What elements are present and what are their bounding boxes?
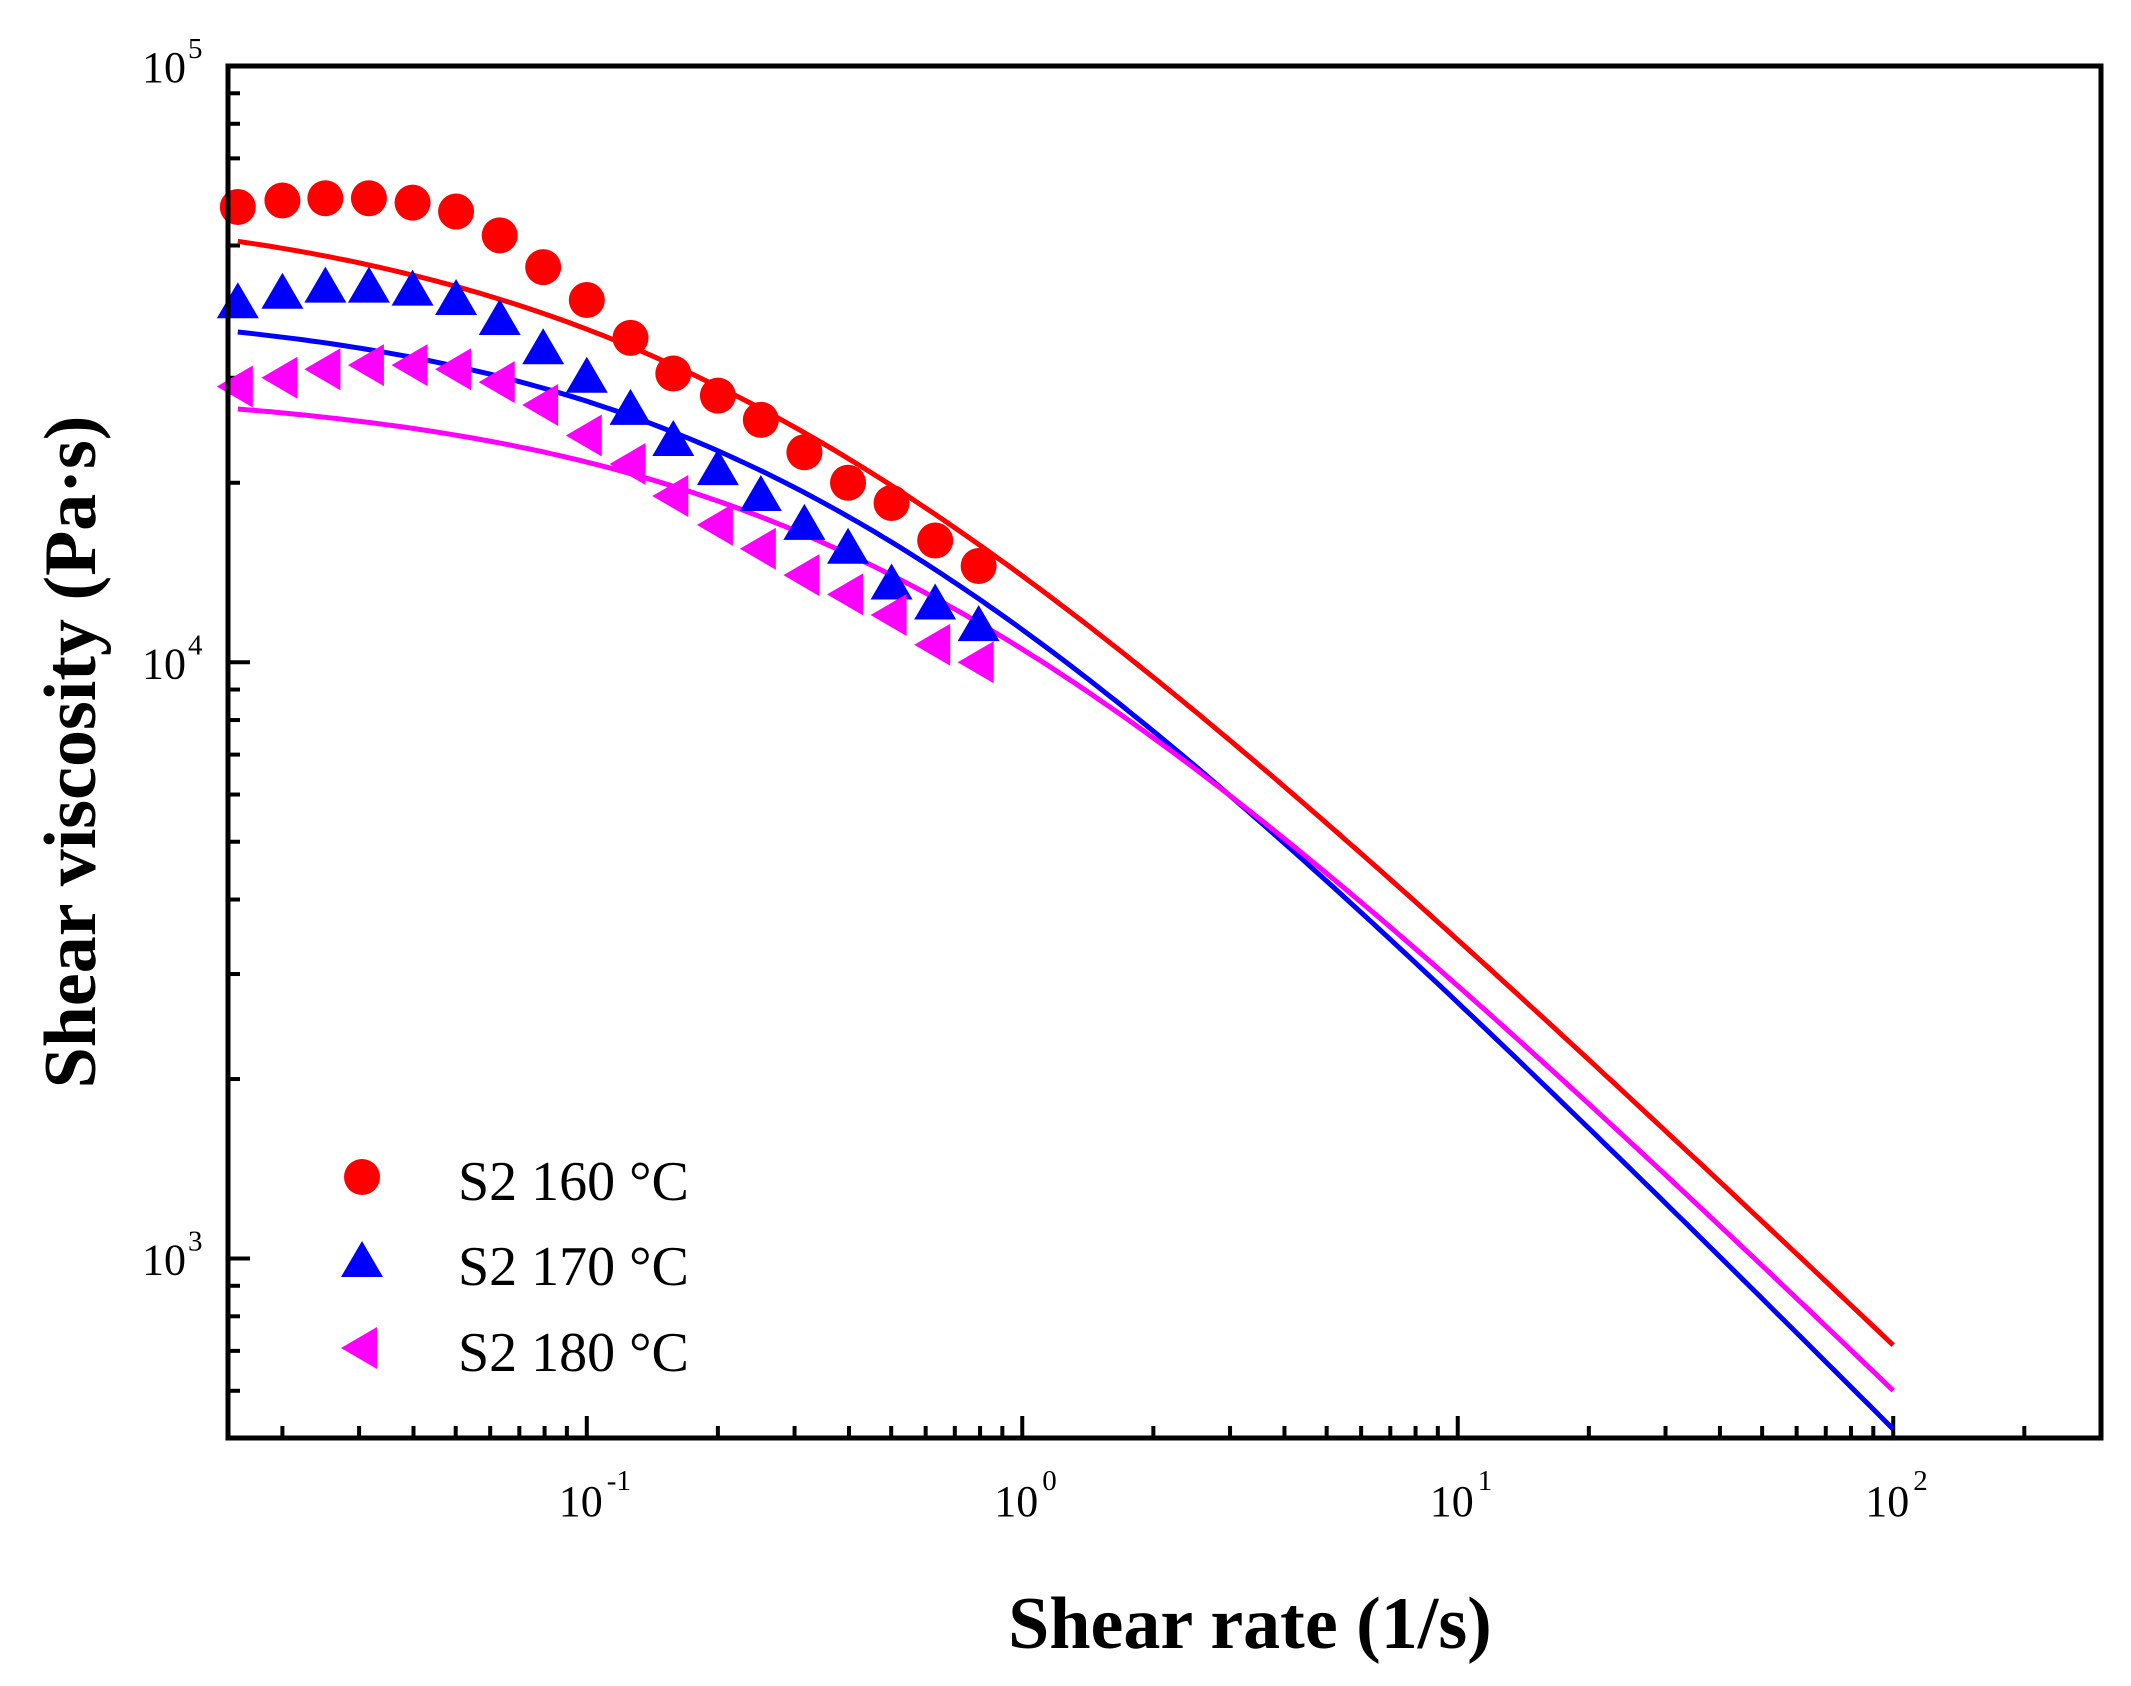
data-point-1 (347, 266, 390, 303)
data-point-1 (957, 605, 1000, 642)
data-point-0 (917, 522, 954, 559)
data-point-1 (478, 298, 521, 335)
data-point-0 (873, 484, 910, 521)
data-point-0 (655, 355, 692, 392)
data-point-2 (478, 361, 515, 404)
y-tick-label: 10 (142, 43, 186, 92)
legend-marker-s2-180 (341, 1327, 377, 1369)
data-point-2 (261, 356, 298, 399)
data-point-1 (652, 420, 695, 457)
data-point-2 (565, 414, 602, 457)
data-point-2 (216, 365, 253, 408)
data-point-0 (830, 464, 867, 501)
y-tick-exponent: 3 (188, 1226, 203, 1258)
data-point-1 (827, 527, 870, 564)
x-tick-label: 10 (994, 1477, 1038, 1526)
data-point-0 (525, 249, 562, 286)
legend-label-s2-180: S2 180 °C (458, 1322, 689, 1384)
data-point-2 (739, 527, 776, 570)
data-point-0 (307, 180, 344, 217)
fit-curve-0 (237, 238, 1895, 1348)
y-tick-label: 10 (142, 639, 186, 688)
fit-curve-2 (237, 406, 1895, 1393)
legend-marker-s2-160 (344, 1159, 380, 1195)
data-point-1 (914, 583, 957, 620)
data-point-2 (914, 623, 951, 666)
x-tick-exponent: 0 (1042, 1465, 1057, 1497)
plot-frame (225, 63, 2104, 1441)
x-tick-exponent: -1 (607, 1465, 631, 1497)
x-tick-exponent: 2 (1913, 1465, 1928, 1497)
data-point-1 (435, 279, 478, 316)
data-point-1 (870, 563, 913, 600)
x-tick-label: 10 (559, 1477, 603, 1526)
data-point-0 (219, 189, 256, 226)
data-point-2 (435, 348, 472, 391)
data-point-1 (391, 269, 434, 306)
data-point-0 (481, 217, 518, 254)
legend-symbol (341, 1327, 377, 1369)
data-point-2 (696, 503, 733, 546)
data-point-2 (827, 573, 864, 616)
y-tick-exponent: 5 (188, 33, 203, 65)
data-point-1 (739, 475, 782, 512)
data-point-1 (522, 328, 565, 365)
x-tick-exponent: 1 (1478, 1465, 1493, 1497)
data-point-2 (347, 344, 384, 387)
x-tick-label: 10 (1430, 1477, 1474, 1526)
data-point-0 (394, 184, 431, 221)
x-tick-label: 10 (1865, 1477, 1909, 1526)
data-point-2 (652, 475, 689, 518)
data-points (216, 180, 1000, 684)
data-point-1 (565, 356, 608, 393)
x-axis-title: Shear rate (1/s) (1008, 1583, 1492, 1665)
legend-symbol (344, 1159, 380, 1195)
data-point-0 (612, 319, 649, 356)
data-point-0 (960, 548, 997, 585)
data-point-0 (742, 401, 779, 438)
y-tick-exponent: 4 (188, 629, 203, 661)
y-axis-title: Shear viscosity (Pa·s) (30, 416, 112, 1089)
y-tick-label: 10 (142, 1236, 186, 1285)
data-point-2 (304, 348, 341, 391)
data-point-2 (957, 641, 994, 684)
data-point-2 (609, 443, 646, 486)
data-point-0 (264, 182, 301, 219)
data-point-0 (438, 193, 475, 230)
data-point-1 (783, 503, 826, 540)
legend: S2 160 °C S2 170 °C S2 180 °C (341, 1151, 689, 1384)
legend-symbol (341, 1241, 383, 1277)
data-point-1 (609, 388, 652, 425)
data-point-1 (304, 266, 347, 303)
legend-label-s2-160: S2 160 °C (458, 1151, 689, 1213)
data-point-0 (350, 180, 387, 217)
data-point-1 (261, 272, 304, 309)
data-point-2 (783, 554, 820, 597)
data-point-2 (870, 594, 907, 637)
data-point-2 (391, 344, 428, 387)
axis-ticks (228, 64, 2103, 1440)
legend-marker-s2-170 (341, 1241, 383, 1277)
data-point-2 (522, 384, 559, 427)
data-point-1 (696, 449, 739, 486)
data-point-0 (568, 282, 605, 319)
data-point-1 (216, 282, 259, 319)
legend-label-s2-170: S2 170 °C (458, 1236, 689, 1298)
data-point-0 (699, 377, 736, 414)
data-point-0 (786, 434, 823, 471)
